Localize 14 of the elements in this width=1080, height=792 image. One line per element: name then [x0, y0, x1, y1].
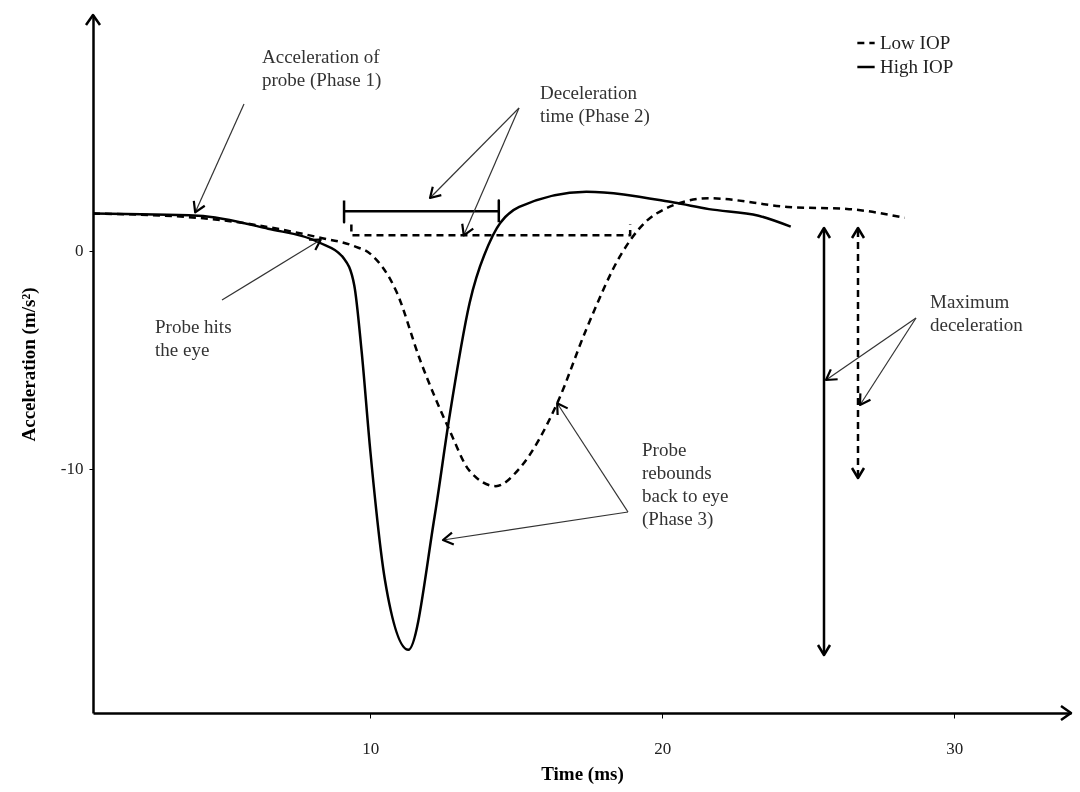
annotation: Probe hits the eye [155, 316, 232, 360]
x-tick-label: 10 [362, 738, 380, 758]
x-tick-label: 30 [946, 738, 964, 758]
y-tick-label: 0 [75, 241, 84, 261]
legend-label: Low IOP [880, 32, 951, 53]
x-axis-title: Time (ms) [541, 762, 624, 785]
y-axis-title: Acceleration (m/s²) [17, 287, 40, 442]
annotation: Deceleration time (Phase 2) [540, 82, 650, 127]
annotation: Maximum deceleration [930, 291, 1024, 335]
legend-label: High IOP [880, 56, 954, 77]
y-tick-label: -10 [60, 459, 84, 479]
x-tick-label: 20 [654, 738, 672, 758]
annotation: Probe rebounds back to eye (Phase 3) [642, 439, 729, 530]
annotation: Acceleration of probe (Phase 1) [262, 46, 382, 91]
